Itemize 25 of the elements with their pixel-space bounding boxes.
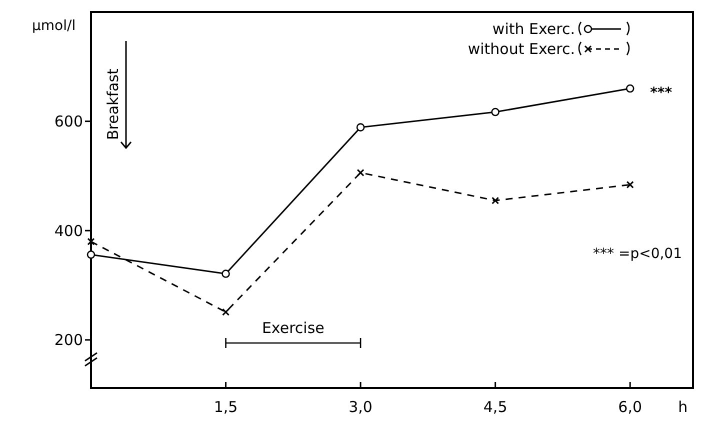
point [491,108,500,116]
legend-label: with Exerc. [492,20,575,38]
y-tick-label: 400 [54,222,83,240]
x-tick-label: 4,5 [483,398,508,416]
legend-label: without Exerc. [468,40,575,58]
y-tick-label: 200 [54,331,83,350]
annotation: Breakfast [104,68,122,140]
point [626,180,634,188]
point [222,270,230,278]
point [87,238,95,246]
annotation: *** =p<0,01 [593,246,682,262]
annotation: *** [650,84,673,101]
y-axis-title: µmol/l [32,18,76,34]
point [626,84,634,93]
point [222,308,230,316]
x-tick-label: 3,0 [348,398,372,416]
point [86,250,96,259]
point [356,168,364,176]
x-axis-title: h [678,398,688,416]
x-tick-label: 6,0 [618,398,642,416]
point [492,196,500,204]
x-tick-label: 1,5 [214,398,238,416]
annotation: Exercise [262,319,324,337]
point [356,123,365,132]
y-tick-label: 600 [54,112,83,131]
